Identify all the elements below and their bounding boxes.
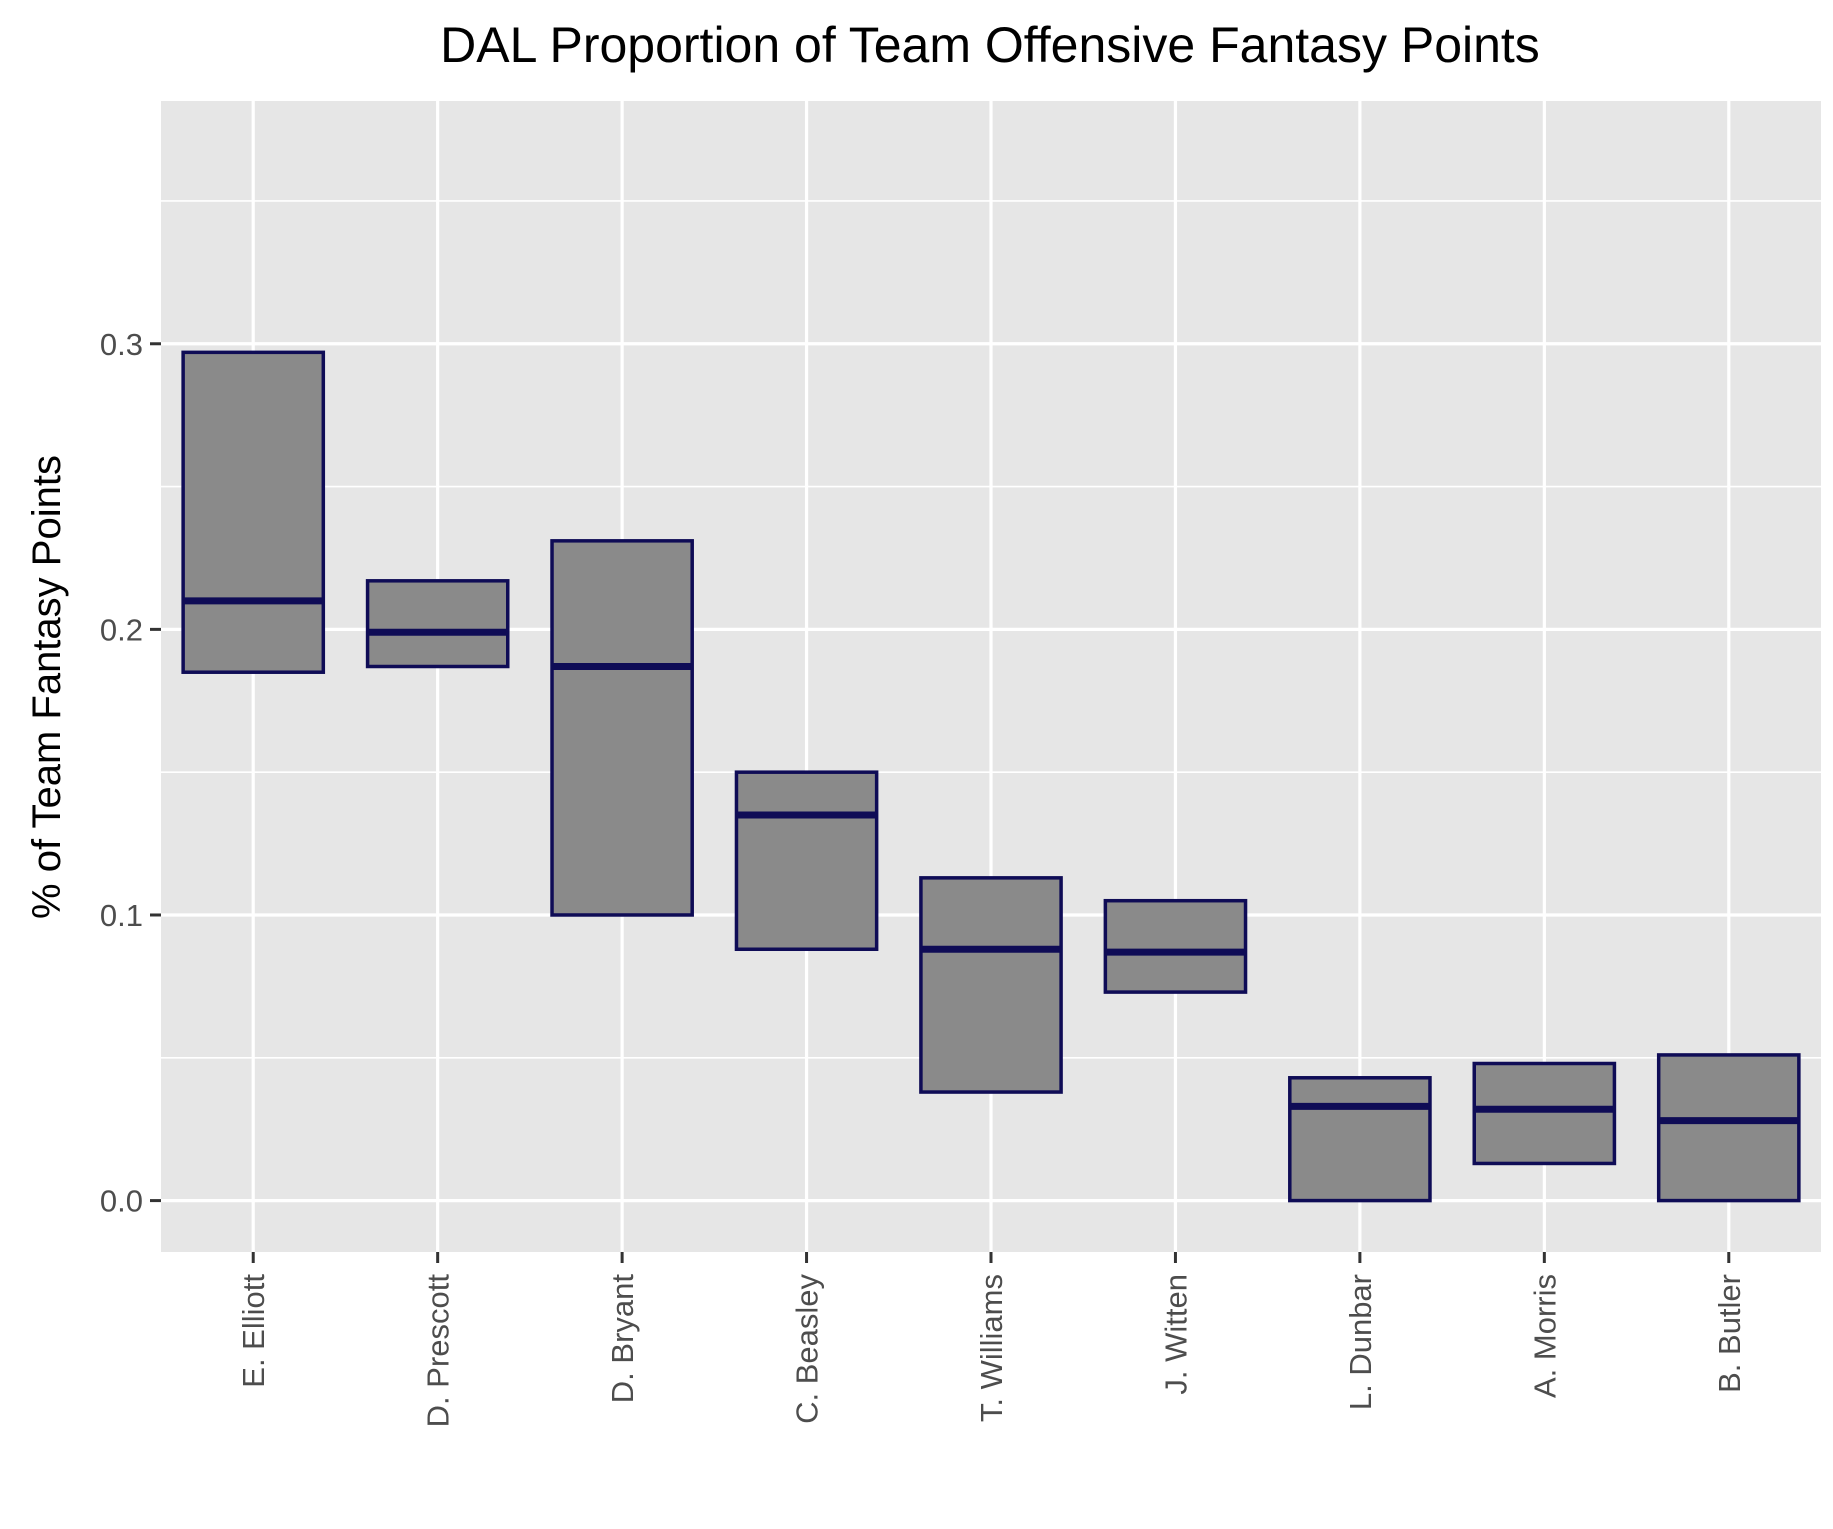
x-tick-label: E. Elliott — [236, 1274, 271, 1388]
x-tick-label: C. Beasley — [790, 1274, 825, 1424]
plot-area: 0.0 0.1 0.2 0.3 E. Elliott D. Prescott D. Brya… — [100, 101, 1821, 1427]
x-tick-label: L. Dunbar — [1343, 1274, 1378, 1410]
box-0 — [181, 350, 326, 674]
y-tick-label: 0.1 — [100, 898, 143, 933]
box-5 — [1103, 898, 1248, 994]
y-tick-label: 0.3 — [100, 327, 143, 362]
box-1 — [365, 579, 510, 669]
box-8 — [1656, 1053, 1801, 1203]
x-tick-label: J. Witten — [1158, 1274, 1193, 1395]
x-tick-label: A. Morris — [1527, 1274, 1562, 1398]
y-tick-label: 0.2 — [100, 612, 143, 647]
box-3 — [734, 770, 879, 952]
x-tick-label: D. Bryant — [605, 1274, 640, 1404]
y-tick-label: 0.0 — [100, 1184, 143, 1219]
box-7 — [1472, 1061, 1617, 1166]
chart-title: DAL Proportion of Team Offensive Fantasy… — [440, 17, 1540, 73]
x-tick-label: B. Butler — [1712, 1274, 1747, 1393]
y-axis-label: % of Team Fantasy Points — [25, 455, 69, 919]
box-2 — [550, 539, 694, 917]
box-4 — [919, 876, 1063, 1094]
x-tick-label: T. Williams — [974, 1274, 1009, 1422]
box-6 — [1288, 1076, 1432, 1203]
x-tick-label: D. Prescott — [421, 1274, 456, 1428]
